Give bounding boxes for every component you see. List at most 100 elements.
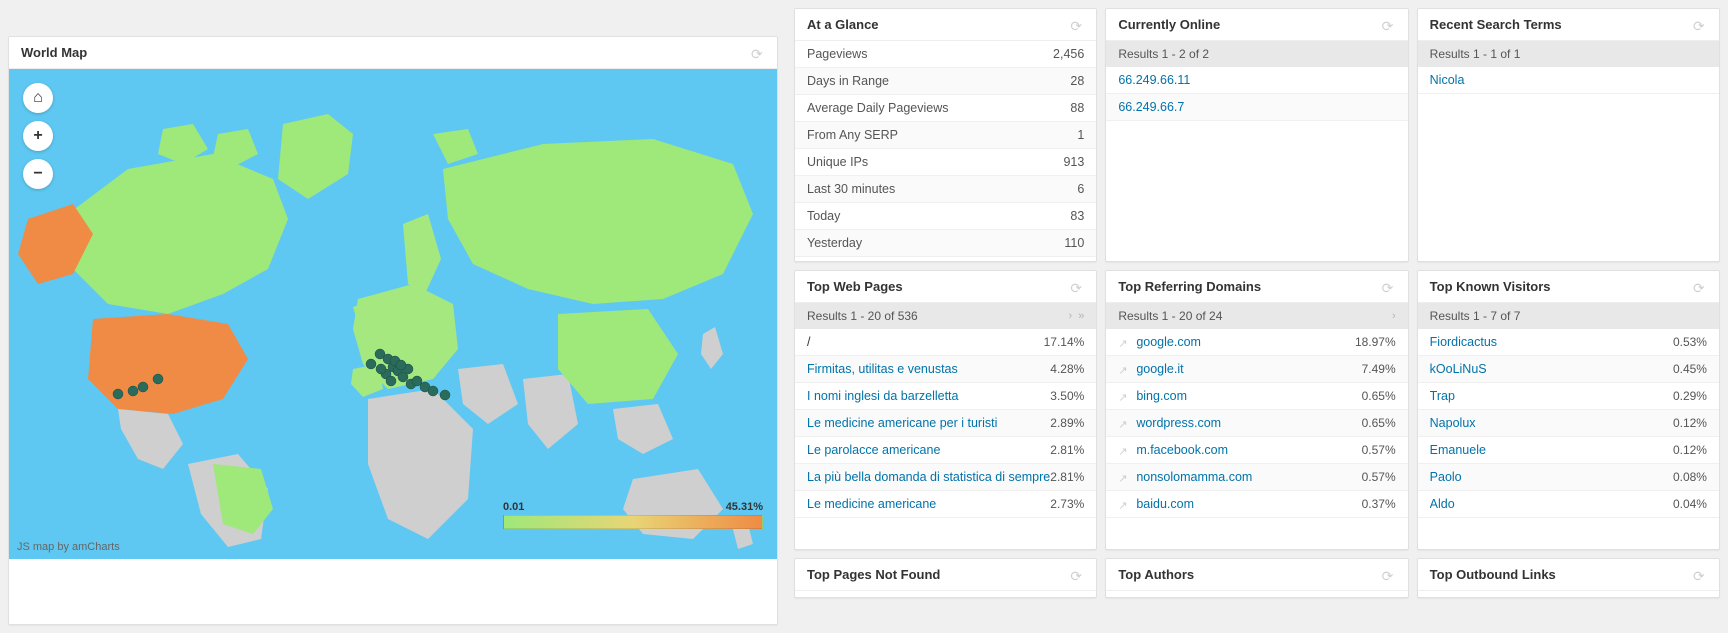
list-item-pct: 0.57% [1362,443,1396,457]
list-item-pct: 2.73% [1050,497,1084,511]
refresh-icon[interactable] [1070,280,1084,294]
external-link-icon[interactable] [1118,363,1130,375]
stat-label: Today [807,209,840,223]
list-item-pct: 0.57% [1362,470,1396,484]
list-item: La più bella domanda di statistica di se… [795,464,1096,491]
legend-gradient [503,515,763,529]
list-item-label[interactable]: baidu.com [1136,497,1194,511]
refresh-icon[interactable] [1070,568,1084,582]
list-item: bing.com0.65% [1106,383,1407,410]
refresh-icon[interactable] [1693,568,1707,582]
legend-min: 0.01 [503,501,524,513]
map-home-button[interactable]: ⌂ [23,83,53,113]
external-link-icon[interactable] [1118,417,1130,429]
world-map-svg[interactable] [9,69,777,559]
next-icon[interactable]: › [1069,310,1073,322]
list-item-label[interactable]: kOoLiNuS [1430,362,1487,376]
legend-max: 45.31% [726,501,763,513]
panel-title: At a Glance [807,17,879,32]
currently-online-panel: Currently Online Results 1 - 2 of 2 66.2… [1105,8,1408,262]
list-item-label[interactable]: Paolo [1430,470,1462,484]
results-bar: Results 1 - 1 of 1 [1418,41,1719,67]
map-marker[interactable] [376,364,386,374]
world-map-panel: World Map ⌂ + − [8,36,778,625]
list-item-pct: 17.14% [1044,335,1085,349]
list-item: kOoLiNuS0.45% [1418,356,1719,383]
map-attribution: JS map by amCharts [17,541,120,553]
map-zoom-out-button[interactable]: − [23,159,53,189]
list-item-label[interactable]: 66.249.66.11 [1118,73,1190,87]
panel-header: World Map [9,37,777,69]
external-link-icon[interactable] [1118,444,1130,456]
list-item: Paolo 0.08% [1418,464,1719,491]
list-item-label[interactable]: I nomi inglesi da barzelletta [807,389,958,403]
top-outbound-links-panel: Top Outbound Links [1417,558,1720,598]
list-item: Nicola [1418,67,1719,94]
list-item: Napolux0.12% [1418,410,1719,437]
refresh-icon[interactable] [1693,18,1707,32]
refresh-icon[interactable] [1382,280,1396,294]
refresh-icon[interactable] [1070,18,1084,32]
map-marker[interactable] [386,376,396,386]
stat-label: Pageviews [807,47,867,61]
list-item-label[interactable]: Napolux [1430,416,1476,430]
external-link-icon[interactable] [1118,336,1130,348]
refresh-icon[interactable] [1382,568,1396,582]
map-marker[interactable] [128,386,138,396]
list-item-label[interactable]: Emanuele [1430,443,1486,457]
list-item-label[interactable]: La più bella domanda di statistica di se… [807,470,1050,484]
list-item-pct: 0.08% [1673,470,1707,484]
list-item: Trap 0.29% [1418,383,1719,410]
map-marker[interactable] [440,390,450,400]
map-zoom-in-button[interactable]: + [23,121,53,151]
list-item: google.com18.97% [1106,329,1407,356]
map-marker[interactable] [113,389,123,399]
list-item-label[interactable]: 66.249.66.7 [1118,100,1184,114]
map-container[interactable]: ⌂ + − [9,69,777,559]
list-item-label[interactable]: Le parolacce americane [807,443,940,457]
list-item-label[interactable]: Trap [1430,389,1455,403]
list-item-pct: 0.04% [1673,497,1707,511]
list-item-label[interactable]: Firmitas, utilitas e venustas [807,362,958,376]
panel-title: Top Pages Not Found [807,567,940,582]
stat-row: Unique IPs 913 [795,149,1096,176]
top-authors-panel: Top Authors [1105,558,1408,598]
refresh-icon[interactable] [751,46,765,60]
map-marker[interactable] [153,374,163,384]
map-marker[interactable] [396,360,406,370]
stat-value: 88 [1070,101,1084,115]
external-link-icon[interactable] [1118,471,1130,483]
list-item-pct: 7.49% [1362,362,1396,376]
list-item: google.it 7.49% [1106,356,1407,383]
stat-value: 913 [1063,155,1084,169]
list-item-label[interactable]: Fiordicactus [1430,335,1497,349]
next-icon[interactable]: › [1392,310,1396,322]
stat-label: Unique IPs [807,155,868,169]
list-item-label[interactable]: google.com [1136,335,1201,349]
refresh-icon[interactable] [1693,280,1707,294]
list-item: I nomi inglesi da barzelletta3.50% [795,383,1096,410]
map-marker[interactable] [366,359,376,369]
list-item-label[interactable]: nonsolomamma.com [1136,470,1252,484]
list-item-label[interactable]: bing.com [1136,389,1187,403]
list-item-label[interactable]: Le medicine americane per i turisti [807,416,997,430]
list-item-label[interactable]: m.facebook.com [1136,443,1228,457]
map-marker[interactable] [428,386,438,396]
list-item-label[interactable]: Nicola [1430,73,1465,87]
list-item: Fiordicactus 0.53% [1418,329,1719,356]
refresh-icon[interactable] [1382,18,1396,32]
list-item-label[interactable]: google.it [1136,362,1183,376]
last-icon[interactable]: » [1078,310,1084,322]
top-web-pages-panel: Top Web Pages Results 1 - 20 of 536 › » … [794,270,1097,550]
map-marker[interactable] [138,382,148,392]
list-item-label[interactable]: Aldo [1430,497,1455,511]
list-item: Emanuele0.12% [1418,437,1719,464]
list-item-label[interactable]: wordpress.com [1136,416,1221,430]
list-item-label[interactable]: Le medicine americane [807,497,936,511]
external-link-icon[interactable] [1118,498,1130,510]
stat-value: 6 [1077,182,1084,196]
list-item-pct: 0.29% [1673,389,1707,403]
stat-value: 28 [1070,74,1084,88]
external-link-icon[interactable] [1118,390,1130,402]
list-item-pct: 0.53% [1673,335,1707,349]
